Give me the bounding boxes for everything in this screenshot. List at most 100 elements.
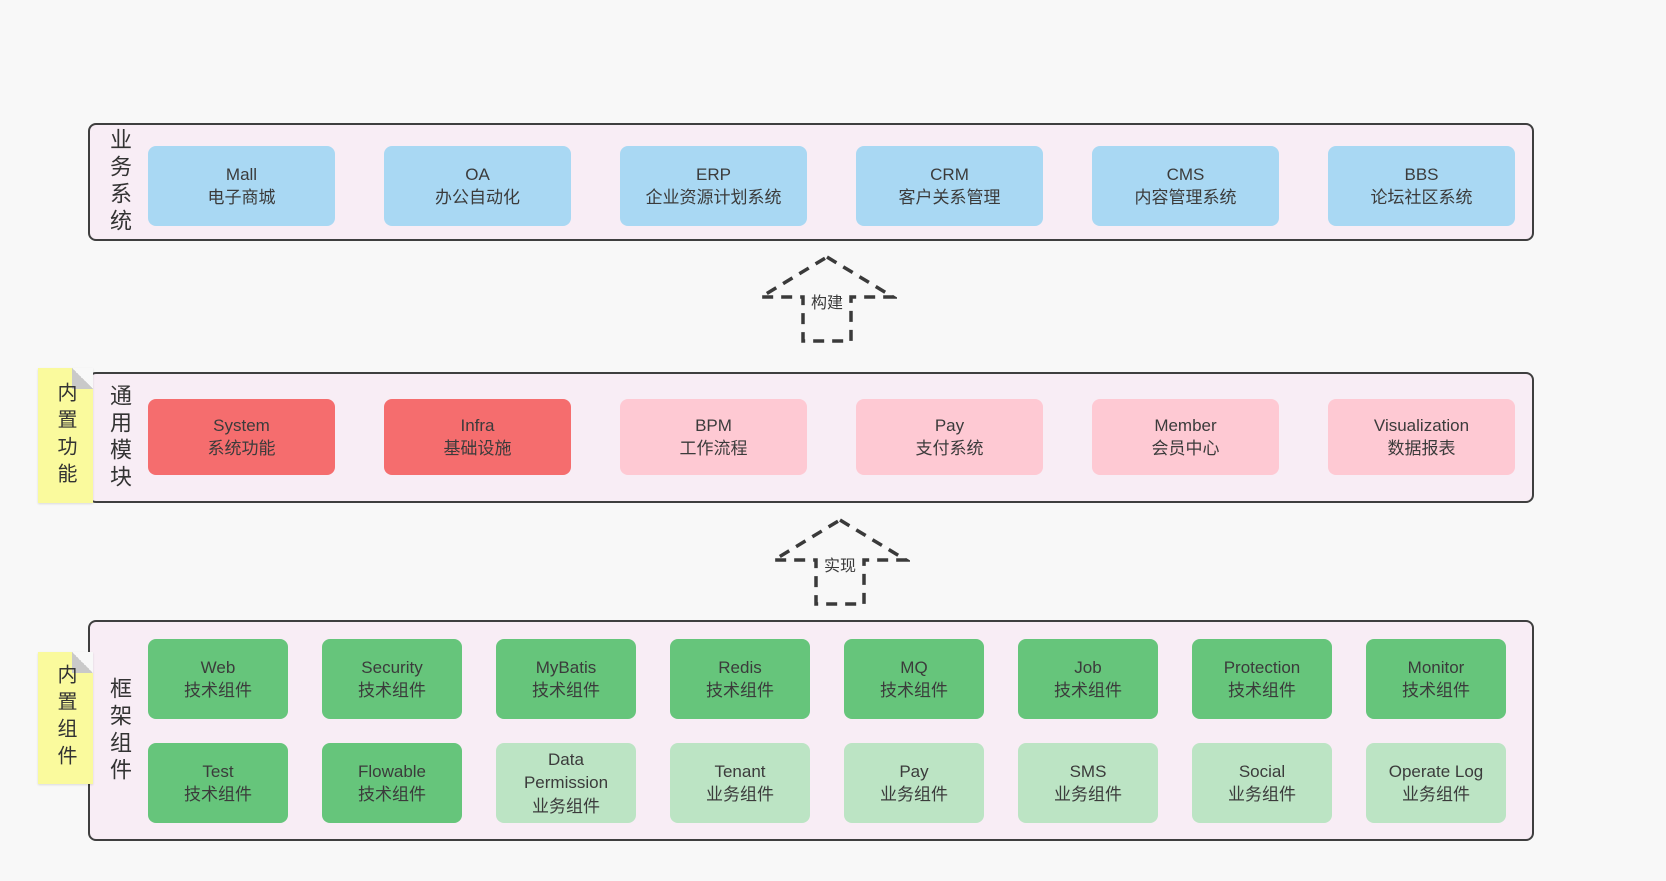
diagram-box-member: Member 会员中心 [1092,399,1279,475]
diagram-box-sms: SMS 业务组件 [1018,743,1158,823]
box-subtitle: 技术组件 [358,681,426,700]
diagram-box-social: Social 业务组件 [1192,743,1332,823]
box-subtitle: 业务组件 [1054,785,1122,804]
diagram-box-mybatis: MyBatis 技术组件 [496,639,636,719]
box-title: BPM [695,415,732,435]
box-subtitle: 数据报表 [1387,439,1456,458]
box-subtitle: 技术组件 [184,681,252,700]
box-title: Web [200,657,236,677]
diagram-box-bpm: BPM 工作流程 [620,399,807,475]
box-title: MyBatis [535,657,597,677]
box-title: System [213,415,270,435]
diagram-box-crm: CRM 客户关系管理 [856,146,1043,226]
box-subtitle: 业务组件 [706,785,774,804]
box-title: Operate Log [1388,761,1484,781]
modules-box-row: System 系统功能 Infra 基础设施 BPM 工作流程 Pay 支付系统 Member 会… [148,399,1515,475]
diagram-box-job: Job 技术组件 [1018,639,1158,719]
dashed-up-arrow-icon [757,254,897,343]
diagram-box-system: System 系统功能 [148,399,335,475]
diagram-box-visualization: Visualization 数据报表 [1328,399,1515,475]
note-built-in-components-label: 内置组件 [54,664,76,772]
box-title: Pay [934,415,965,435]
box-title: ERP [696,164,731,184]
section-framework-components: 框架组件 Web 技术组件 Security 技术组件 MyBatis 技术组件 Redis… [88,620,1534,841]
box-subtitle: 电子商城 [207,188,276,207]
folded-corner-icon [72,652,93,673]
box-title: Monitor [1407,657,1465,677]
section-label-modules: 通用模块 [107,383,132,492]
diagram-box-protection: Protection 技术组件 [1192,639,1332,719]
box-subtitle: 业务组件 [1402,785,1470,804]
box-title: Test [202,761,234,781]
business-box-row: Mall 电子商城 OA 办公自动化 ERP 企业资源计划系统 CRM 客户关系管理 CMS 内容… [148,146,1515,226]
box-subtitle: 系统功能 [207,439,276,458]
box-title: Data Permission [523,749,609,793]
diagram-box-cms: CMS 内容管理系统 [1092,146,1279,226]
box-title: Job [1074,657,1102,677]
box-subtitle: 客户关系管理 [898,188,1001,207]
box-title: Tenant [714,761,766,781]
diagram-box-data-permission: Data Permission 业务组件 [496,743,636,823]
box-subtitle: 支付系统 [915,439,984,458]
diagram-box-redis: Redis 技术组件 [670,639,810,719]
diagram-box-oa: OA 办公自动化 [384,146,571,226]
arrow-implement-label: 实现 [819,551,861,577]
box-subtitle: 技术组件 [1402,681,1470,700]
arrow-build-label: 构建 [806,288,848,314]
diagram-box-erp: ERP 企业资源计划系统 [620,146,807,226]
box-title: Protection [1223,657,1301,677]
section-business-systems: 业务系统 Mall 电子商城 OA 办公自动化 ERP 企业资源计划系统 CRM 客户关系管理… [88,123,1534,241]
diagram-box-test: Test 技术组件 [148,743,288,823]
diagram-box-bbs: BBS 论坛社区系统 [1328,146,1515,226]
box-title: Pay [899,761,929,781]
box-subtitle: 技术组件 [706,681,774,700]
diagram-box-security: Security 技术组件 [322,639,462,719]
box-title: Infra [460,415,495,435]
section-common-modules: 通用模块 System 系统功能 Infra 基础设施 BPM 工作流程 Pay 支付系统 Me… [88,372,1534,503]
box-title: SMS [1069,761,1107,781]
box-subtitle: 业务组件 [532,796,600,816]
box-title: Visualization [1373,415,1470,435]
box-title: BBS [1404,164,1439,184]
box-title: CRM [930,164,969,184]
box-subtitle: 业务组件 [880,785,948,804]
box-subtitle: 技术组件 [358,785,426,804]
diagram-box-pay: Pay 支付系统 [856,399,1043,475]
diagram-box-flowable: Flowable 技术组件 [322,743,462,823]
box-title: MQ [900,657,928,677]
diagram-box-operate-log: Operate Log 业务组件 [1366,743,1506,823]
box-title: CMS [1166,164,1205,184]
box-title: Flowable [357,761,427,781]
diagram-box-web: Web 技术组件 [148,639,288,719]
box-title: Security [361,657,423,677]
box-title: OA [465,164,490,184]
diagram-box-infra: Infra 基础设施 [384,399,571,475]
diagram-box-monitor: Monitor 技术组件 [1366,639,1506,719]
section-label-framework: 框架组件 [107,676,132,785]
section-label-business: 业务系统 [107,128,132,236]
box-subtitle: 论坛社区系统 [1370,188,1473,207]
box-title: Redis [718,657,762,677]
note-built-in-components: 内置组件 [38,652,93,784]
framework-box-row-2: Test 技术组件 Flowable 技术组件 Data Permission 业务组件 T… [148,743,1506,823]
note-built-in-functions: 内置功能 [38,368,93,503]
arrow-implement: 实现 [770,517,910,607]
note-built-in-functions-label: 内置功能 [54,381,76,490]
box-subtitle: 技术组件 [1228,681,1296,700]
dashed-up-arrow-icon [770,517,910,606]
box-subtitle: 技术组件 [1054,681,1122,700]
box-subtitle: 技术组件 [880,681,948,700]
box-title: Mall [225,164,258,184]
box-title: Member [1154,415,1217,435]
box-subtitle: 企业资源计划系统 [645,188,782,207]
box-title: Social [1238,761,1286,781]
box-subtitle: 工作流程 [679,439,748,458]
diagram-box-mall: Mall 电子商城 [148,146,335,226]
box-subtitle: 内容管理系统 [1134,188,1237,207]
arrow-build: 构建 [757,254,897,344]
framework-box-row-1: Web 技术组件 Security 技术组件 MyBatis 技术组件 Redis 技术组件 M… [148,639,1506,719]
box-subtitle: 办公自动化 [435,188,520,207]
box-subtitle: 基础设施 [443,439,512,458]
box-subtitle: 技术组件 [184,785,252,804]
